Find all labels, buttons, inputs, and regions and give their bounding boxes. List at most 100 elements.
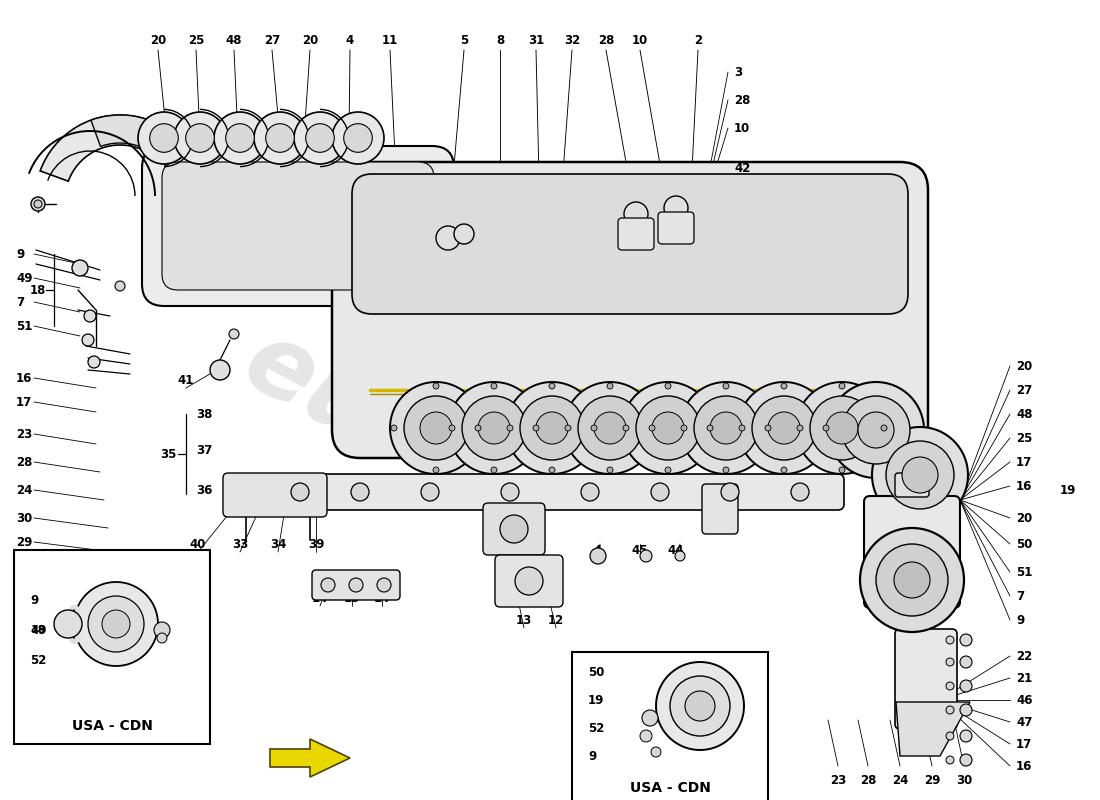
Text: 45: 45: [631, 543, 648, 557]
Circle shape: [781, 383, 786, 389]
Circle shape: [433, 383, 439, 389]
FancyBboxPatch shape: [312, 570, 400, 600]
Circle shape: [960, 656, 972, 668]
Circle shape: [723, 383, 729, 389]
Circle shape: [960, 730, 972, 742]
Text: 10: 10: [734, 122, 750, 134]
Circle shape: [581, 483, 600, 501]
Text: 46: 46: [1016, 694, 1033, 706]
FancyBboxPatch shape: [14, 550, 210, 744]
Circle shape: [390, 382, 482, 474]
Text: 25: 25: [188, 34, 205, 47]
Text: 19: 19: [588, 694, 604, 706]
Circle shape: [640, 550, 652, 562]
Circle shape: [680, 382, 772, 474]
Text: USA - CDN: USA - CDN: [629, 781, 711, 795]
Text: 30: 30: [16, 511, 32, 525]
Circle shape: [214, 112, 266, 164]
Circle shape: [116, 281, 125, 291]
FancyBboxPatch shape: [332, 162, 928, 458]
Circle shape: [390, 425, 397, 431]
FancyBboxPatch shape: [242, 474, 844, 510]
Circle shape: [84, 310, 96, 322]
Circle shape: [343, 124, 372, 152]
Circle shape: [739, 425, 745, 431]
Circle shape: [500, 483, 519, 501]
FancyBboxPatch shape: [895, 629, 957, 729]
Circle shape: [478, 412, 510, 444]
FancyBboxPatch shape: [895, 473, 930, 497]
Text: 1: 1: [344, 483, 352, 497]
Circle shape: [640, 730, 652, 742]
Circle shape: [607, 467, 613, 473]
Text: 9: 9: [1016, 614, 1024, 626]
Text: 23: 23: [16, 427, 32, 441]
Text: 24: 24: [892, 774, 909, 787]
Circle shape: [796, 382, 888, 474]
Circle shape: [88, 356, 100, 368]
Text: 43: 43: [716, 503, 733, 517]
Text: 44: 44: [668, 543, 684, 557]
Circle shape: [404, 396, 468, 460]
Circle shape: [475, 425, 481, 431]
Text: 17: 17: [1016, 738, 1032, 750]
Text: 7: 7: [1016, 590, 1024, 602]
Circle shape: [946, 636, 954, 644]
Text: 40: 40: [190, 538, 206, 550]
Text: 52: 52: [588, 722, 604, 734]
Text: 9: 9: [588, 750, 596, 762]
Text: 24: 24: [16, 483, 32, 497]
Circle shape: [157, 633, 167, 643]
Circle shape: [960, 634, 972, 646]
Text: 11: 11: [382, 34, 398, 47]
Circle shape: [839, 467, 845, 473]
Text: 7: 7: [16, 295, 24, 309]
Circle shape: [656, 662, 744, 750]
Text: 4: 4: [345, 34, 354, 47]
Circle shape: [186, 124, 214, 152]
Circle shape: [72, 260, 88, 276]
Circle shape: [590, 548, 606, 564]
Text: since 1985: since 1985: [596, 178, 790, 302]
Text: 18: 18: [30, 283, 46, 297]
Circle shape: [858, 412, 894, 448]
Text: 5: 5: [460, 34, 469, 47]
Circle shape: [666, 383, 671, 389]
Circle shape: [642, 710, 658, 726]
Text: 25: 25: [1016, 431, 1033, 445]
Text: 20: 20: [1016, 511, 1032, 525]
Text: 47: 47: [1016, 715, 1033, 729]
Text: 36: 36: [196, 483, 212, 497]
Text: 28: 28: [597, 34, 614, 47]
Circle shape: [462, 396, 526, 460]
FancyBboxPatch shape: [618, 218, 654, 250]
Text: 26: 26: [734, 203, 750, 217]
Text: 20: 20: [301, 34, 318, 47]
Text: 9: 9: [16, 247, 24, 261]
Text: USA - CDN: USA - CDN: [72, 719, 153, 733]
Circle shape: [839, 383, 845, 389]
Text: 12: 12: [548, 614, 564, 626]
Text: 37: 37: [196, 443, 212, 457]
Text: 14: 14: [311, 591, 328, 605]
Circle shape: [449, 425, 455, 431]
Circle shape: [738, 382, 830, 474]
Circle shape: [960, 754, 972, 766]
Circle shape: [720, 483, 739, 501]
Text: 39: 39: [308, 538, 324, 550]
Circle shape: [664, 196, 688, 220]
Circle shape: [226, 124, 254, 152]
Circle shape: [946, 756, 954, 764]
Circle shape: [88, 596, 144, 652]
Circle shape: [491, 467, 497, 473]
Circle shape: [946, 732, 954, 740]
Text: 49: 49: [16, 271, 33, 285]
Circle shape: [520, 396, 584, 460]
Text: 18: 18: [31, 625, 46, 635]
Text: 20: 20: [150, 34, 166, 47]
Circle shape: [515, 567, 543, 595]
Circle shape: [420, 412, 452, 444]
Text: 51: 51: [1016, 566, 1033, 578]
Circle shape: [536, 412, 568, 444]
Circle shape: [332, 112, 384, 164]
